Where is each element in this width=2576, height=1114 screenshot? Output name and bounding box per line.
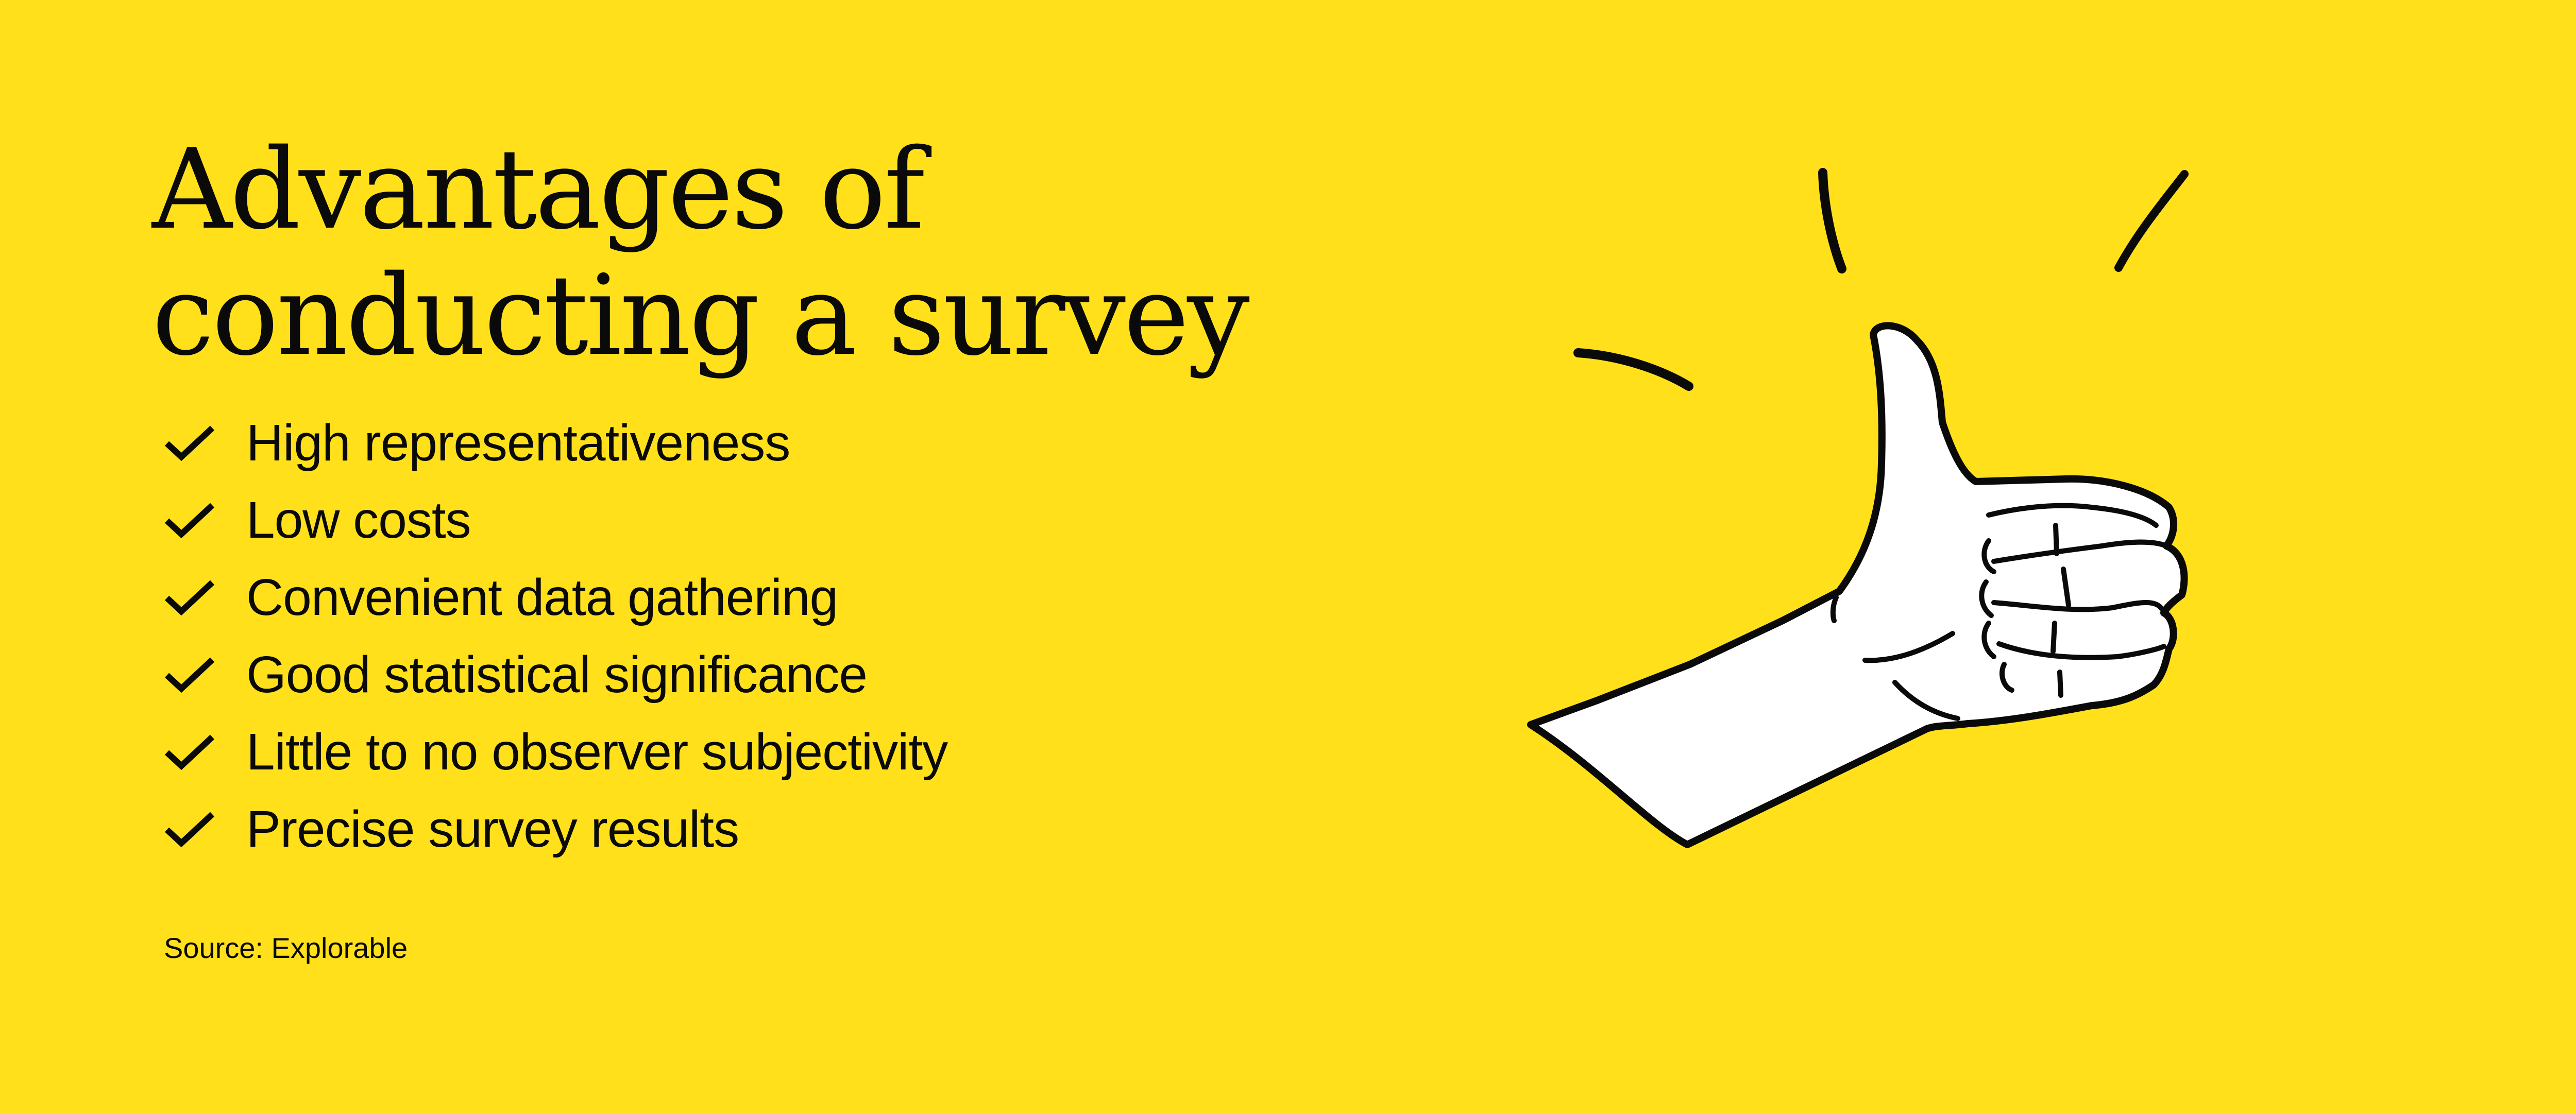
list-item-label: Good statistical significance bbox=[246, 645, 868, 704]
checkmark-icon bbox=[164, 657, 215, 693]
list-item: Little to no observer subjectivity bbox=[164, 713, 948, 791]
advantages-list: High representativeness Low costs Conven… bbox=[164, 404, 948, 868]
page-title: Advantages of conducting a survey bbox=[152, 125, 1250, 380]
list-item-label: Low costs bbox=[246, 491, 471, 549]
thumbs-up-hand-icon bbox=[1527, 322, 2188, 848]
checkmark-icon bbox=[164, 734, 215, 770]
list-item: Precise survey results bbox=[164, 791, 947, 868]
checkmark-icon bbox=[164, 503, 215, 538]
list-item-label: Convenient data gathering bbox=[246, 568, 838, 626]
title-line-1: Advantages of bbox=[152, 125, 925, 254]
list-item: Low costs bbox=[164, 482, 947, 559]
spark-lines-icon bbox=[1573, 168, 2189, 391]
list-item: Good statistical significance bbox=[164, 636, 947, 713]
source-note: Source: Explorable bbox=[164, 932, 408, 964]
checkmark-icon bbox=[164, 425, 215, 461]
checkmark-icon bbox=[164, 812, 215, 847]
list-item: Convenient data gathering bbox=[164, 559, 947, 636]
title-line-2: conducting a survey bbox=[152, 251, 1250, 380]
list-item-label: Little to no observer subjectivity bbox=[246, 723, 948, 781]
list-item-label: High representativeness bbox=[246, 414, 790, 472]
list-item-label: Precise survey results bbox=[246, 800, 739, 858]
checkmark-icon bbox=[164, 580, 215, 615]
list-item: High representativeness bbox=[164, 404, 947, 482]
